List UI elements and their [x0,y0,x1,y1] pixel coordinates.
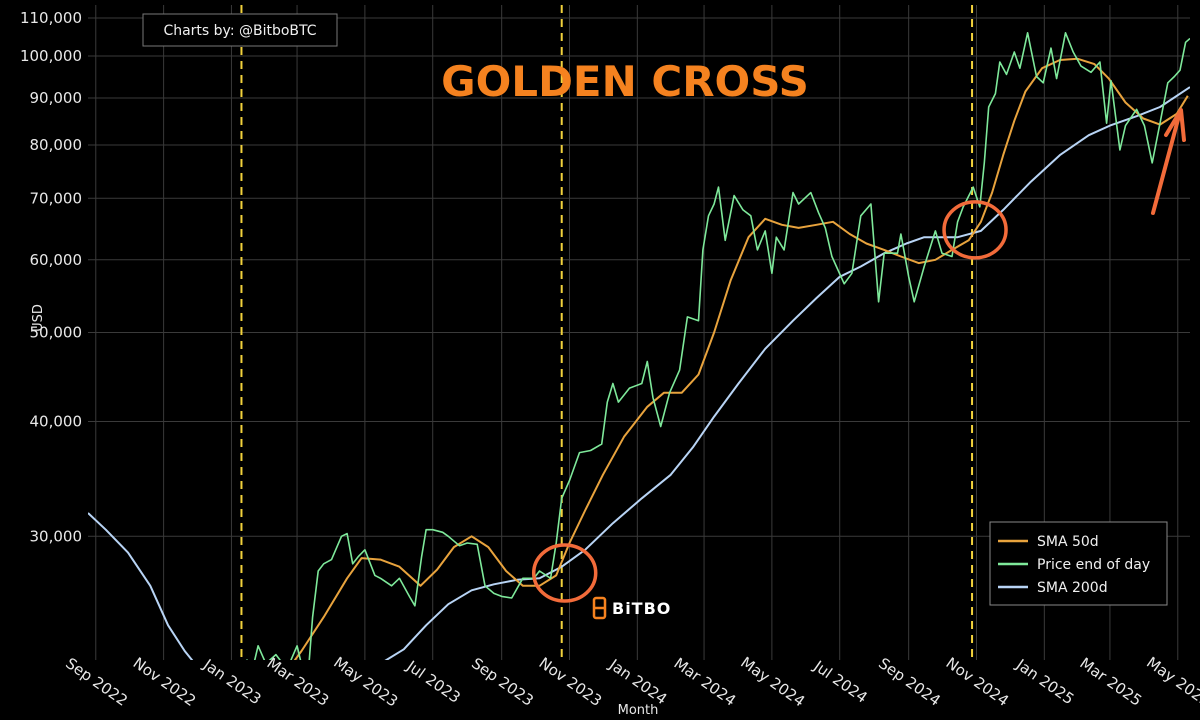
trend-arrow-head [1164,108,1186,142]
bitbo-logo: BiTBO [592,596,671,620]
x-axis-title: Month [618,703,659,718]
y-tick-labels: 30,000 40,000 50,000 60,000 70,000 80,000 90,0… [20,9,82,545]
legend-label-sma-50d: SMA 50d [1037,534,1099,550]
y-tick-label: 80,000 [30,136,83,154]
y-tick-label: 100,000 [20,47,82,65]
x-gridlines [95,5,1179,660]
legend: SMA 50d Price end of day SMA 200d [989,521,1168,606]
trend-arrow [1151,108,1186,215]
cross-circle [942,200,1008,260]
headline-text: GOLDEN CROSS [441,57,809,106]
y-tick-label: 40,000 [30,413,83,431]
credit-text: Charts by: @BitboBTC [163,23,316,39]
bitbo-logo-text: BiTBO [612,599,671,618]
vertical-markers [240,5,974,660]
series-line-price-end-of-day [246,31,1190,660]
credit-box: Charts by: @BitboBTC [142,13,338,47]
series-layer [88,31,1190,660]
legend-label-price-end-of-day: Price end of day [1037,557,1150,573]
y-tick-label: 60,000 [30,251,83,269]
trend-arrow-shaft [1151,110,1182,215]
series-line-sma-200d [88,86,1190,660]
y-tick-label: 110,000 [20,9,82,27]
cross-circle [531,543,598,603]
y-tick-label: 30,000 [30,527,83,545]
y-tick-label: 70,000 [30,189,83,207]
legend-label-sma-200d: SMA 200d [1037,580,1108,596]
y-tick-label: 90,000 [30,89,83,107]
y-axis-title: USD [31,304,46,332]
credit-box-frame [142,13,338,47]
y-tick-label: 50,000 [30,324,83,342]
cross-circles [531,200,1008,603]
bitbo-logo-mark [592,596,607,620]
series-line-sma-50d [293,57,1189,660]
